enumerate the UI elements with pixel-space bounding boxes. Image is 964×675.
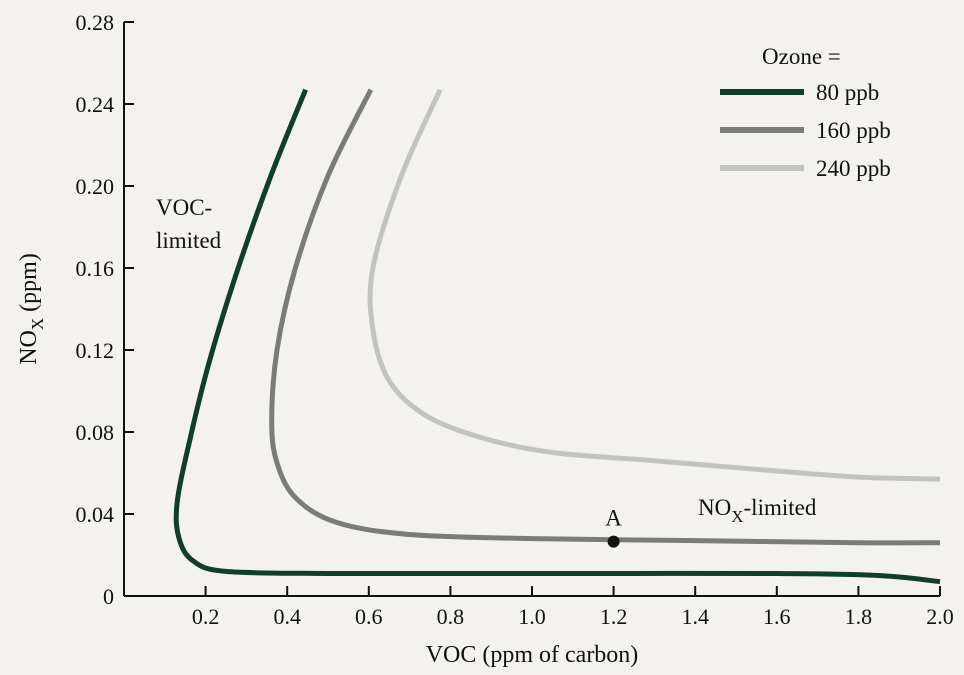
y-axis-title: NOX (ppm) bbox=[16, 253, 47, 365]
y-tick-label: 0.20 bbox=[76, 174, 115, 199]
y-ticks: 0 0.04 0.08 0.12 0.16 0.20 0.24 0.28 bbox=[76, 10, 134, 609]
y-tick-label: 0.04 bbox=[76, 502, 115, 527]
y-tick-label: 0.28 bbox=[76, 10, 115, 35]
y-axis-title-unit: (ppm) bbox=[16, 253, 42, 318]
x-axis-title: VOC (ppm of carbon) bbox=[426, 642, 639, 668]
nox-limited-rest: -limited bbox=[744, 495, 817, 520]
y-tick-label: 0 bbox=[103, 584, 114, 609]
voc-limited-label-line1: VOC- bbox=[156, 195, 212, 220]
x-tick-label: 1.8 bbox=[845, 604, 873, 629]
series-line-1 bbox=[173, 88, 941, 585]
x-tick-label: 0.8 bbox=[437, 604, 465, 629]
nox-limited-main: NO bbox=[698, 495, 731, 520]
x-tick-label: 2.0 bbox=[926, 604, 954, 629]
legend-entry-1: 80 ppb bbox=[816, 80, 879, 105]
series-group bbox=[173, 88, 941, 585]
x-tick-label: 1.4 bbox=[681, 604, 709, 629]
x-tick-label: 1.2 bbox=[600, 604, 628, 629]
legend: Ozone = 80 ppb 160 ppb 240 ppb bbox=[720, 44, 891, 181]
nox-limited-sub: X bbox=[731, 507, 743, 526]
y-axis-title-sub: X bbox=[28, 318, 47, 330]
x-tick-label: 0.2 bbox=[192, 604, 220, 629]
y-axis-title-main: NO bbox=[16, 330, 42, 365]
axes bbox=[123, 22, 940, 597]
legend-entry-3: 240 ppb bbox=[816, 156, 891, 181]
y-tick-label: 0.08 bbox=[76, 420, 115, 445]
x-tick-label: 1.6 bbox=[763, 604, 791, 629]
x-tick-label: 0.4 bbox=[273, 604, 301, 629]
point-a-marker bbox=[607, 535, 620, 548]
voc-limited-label-line2: limited bbox=[156, 228, 222, 253]
series-line-3 bbox=[367, 88, 941, 482]
x-tick-label: 0.6 bbox=[355, 604, 383, 629]
x-ticks: 0.2 0.4 0.6 0.8 1.0 1.2 1.4 1.6 1.8 2.0 bbox=[192, 586, 954, 629]
legend-title: Ozone = bbox=[762, 44, 841, 69]
x-tick-label: 1.0 bbox=[518, 604, 546, 629]
point-a-label: A bbox=[605, 506, 622, 531]
y-tick-label: 0.16 bbox=[76, 256, 115, 281]
series-line-2 bbox=[269, 88, 941, 546]
y-tick-label: 0.12 bbox=[76, 338, 115, 363]
y-tick-label: 0.24 bbox=[76, 92, 115, 117]
legend-entry-2: 160 ppb bbox=[816, 118, 891, 143]
nox-limited-label: NOX-limited bbox=[698, 495, 817, 526]
